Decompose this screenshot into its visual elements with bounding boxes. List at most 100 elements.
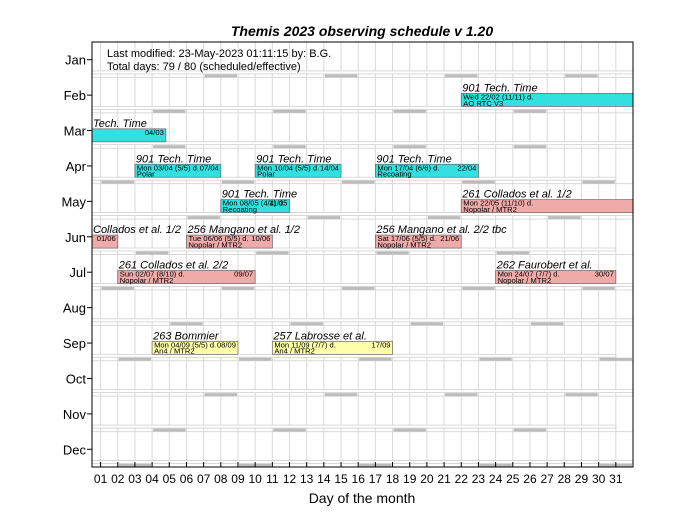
x-axis-label: Day of the month <box>309 490 416 506</box>
schedule-bar-12 <box>151 340 239 355</box>
bar-detail: Sat 17/06 (5/5) d. <box>377 234 436 243</box>
bar-detail: Mon 04/09 (5/5) d. <box>154 340 216 349</box>
bar-title: 261 Collados et al. 1/2 <box>461 189 571 201</box>
schedule-bar-5 <box>220 199 290 214</box>
bar-detail: Mon 08/05 (4/4) d. <box>223 199 285 208</box>
bar-end-date: 10/06 <box>251 234 270 243</box>
weekend-mark <box>445 74 478 78</box>
weekend-mark <box>565 74 598 78</box>
month-baseline <box>91 176 617 181</box>
weekend-mark <box>273 145 306 149</box>
weekend-mark <box>462 286 495 290</box>
x-tick-label: 23 <box>472 472 486 486</box>
x-tick-label: 24 <box>489 472 503 486</box>
weekend-mark <box>204 74 237 78</box>
bar-detail: Sun 02/07 (8/10) d. <box>120 270 185 279</box>
schedule-bar-9 <box>375 234 462 249</box>
x-tick-label: 25 <box>506 472 520 486</box>
weekend-mark <box>307 216 341 220</box>
x-tick-label: 15 <box>334 472 348 486</box>
schedule-bar-3 <box>254 163 342 178</box>
bar-instrument: Nopolar / MTR2 <box>120 276 174 285</box>
weekend-mark <box>221 286 255 290</box>
bar-end-date: 07/04 <box>200 163 219 172</box>
bar-detail: Mon 24/07 (7/7) d. <box>498 270 560 279</box>
x-tick-label: 11 <box>266 472 279 486</box>
bar-detail: Mon 17/04 (6/6) d. <box>377 163 439 172</box>
month-rows-layer <box>91 70 634 467</box>
bar-instrument: An4 / MTR2 <box>154 347 195 356</box>
month-label-mar: Mar <box>64 124 87 139</box>
bar-end-date: 08/09 <box>217 340 236 349</box>
weekend-mark <box>496 251 529 255</box>
weekend-mark <box>101 286 134 290</box>
weekend-mark <box>187 216 220 220</box>
x-tick-label: 28 <box>558 472 572 486</box>
schedule-bar-13 <box>271 340 393 355</box>
x-tick-label: 10 <box>248 472 262 486</box>
total-days-text: Total days: 79 / 80 (scheduled/effective… <box>107 61 301 73</box>
weekend-mark <box>513 109 547 113</box>
x-tick-label: 03 <box>128 472 142 486</box>
weekend-mark <box>479 357 512 361</box>
weekend-mark <box>273 109 306 113</box>
bar-instrument: Recoating <box>377 170 411 179</box>
weekend-mark <box>582 286 615 290</box>
month-label-feb: Feb <box>64 88 86 103</box>
x-tick-label: 29 <box>575 472 589 486</box>
x-tick-label: 07 <box>197 472 211 486</box>
bar-instrument: Nopolar / MTR2 <box>463 205 517 214</box>
x-tick-label: 14 <box>317 472 331 486</box>
weekend-mark <box>324 74 358 78</box>
month-label-jan: Jan <box>65 53 86 68</box>
bar-title: 256 Mangano et al. 1/2 <box>186 224 300 236</box>
x-tick-label: 26 <box>523 472 537 486</box>
weekend-mark <box>359 357 392 361</box>
month-baseline <box>91 247 617 252</box>
bar-title: Tech. Time <box>93 118 147 130</box>
weekend-mark <box>599 357 632 361</box>
weekend-mark <box>393 109 426 113</box>
weekend-mark <box>204 393 237 397</box>
weekend-mark <box>376 251 409 255</box>
bar-end-date: 09/07 <box>234 270 253 279</box>
bar-instrument: Nopolar / MTR2 <box>188 240 242 249</box>
plot-frame <box>91 41 634 468</box>
x-tick-label: 01 <box>94 472 108 486</box>
weekend-mark <box>342 286 375 290</box>
x-tick-label: 21 <box>437 472 451 486</box>
bar-title: 901 Tech. Time <box>256 153 331 165</box>
schedule-bar-8 <box>186 234 273 249</box>
weekend-mark <box>101 180 134 184</box>
chart-title: Themis 2023 observing schedule v 1.20 <box>231 23 493 39</box>
month-label-jun: Jun <box>65 230 86 245</box>
month-label-dec: Dec <box>63 442 87 457</box>
weekend-mark <box>342 180 375 184</box>
weekend-mark <box>410 322 444 326</box>
bar-title: 256 Mangano et al. 2/2 tbc <box>375 224 507 236</box>
x-tick-label: 12 <box>283 472 297 486</box>
weekend-mark <box>582 180 615 184</box>
bar-instrument: Nopolar / MTR2 <box>498 276 552 285</box>
month-label-jul: Jul <box>69 265 86 280</box>
bar-title: Collados et al. 1/2 <box>93 224 181 236</box>
weekend-mark <box>153 109 186 113</box>
schedule-bar-2 <box>134 163 222 178</box>
bar-detail: Mon 03/04 (5/5) d. <box>137 163 199 172</box>
bar-title: 901 Tech. Time <box>136 153 211 165</box>
weekend-mark <box>290 322 323 326</box>
bar-title: 263 Bommier <box>152 330 220 342</box>
weekend-mark <box>153 428 186 432</box>
weekend-mark <box>393 428 426 432</box>
bar-instrument: Recoating <box>223 205 257 214</box>
bar-title: 901 Tech. Time <box>376 153 451 165</box>
weekend-mark <box>548 216 581 220</box>
weekend-mark <box>565 393 598 397</box>
weekend-mark <box>256 251 289 255</box>
bar-instrument: AO RTC V3 <box>463 99 503 108</box>
weekend-mark <box>513 428 547 432</box>
x-tick-label: 22 <box>455 472 469 486</box>
x-tick-label: 05 <box>163 472 177 486</box>
weekend-mark <box>118 357 152 361</box>
month-label-may: May <box>61 194 86 209</box>
